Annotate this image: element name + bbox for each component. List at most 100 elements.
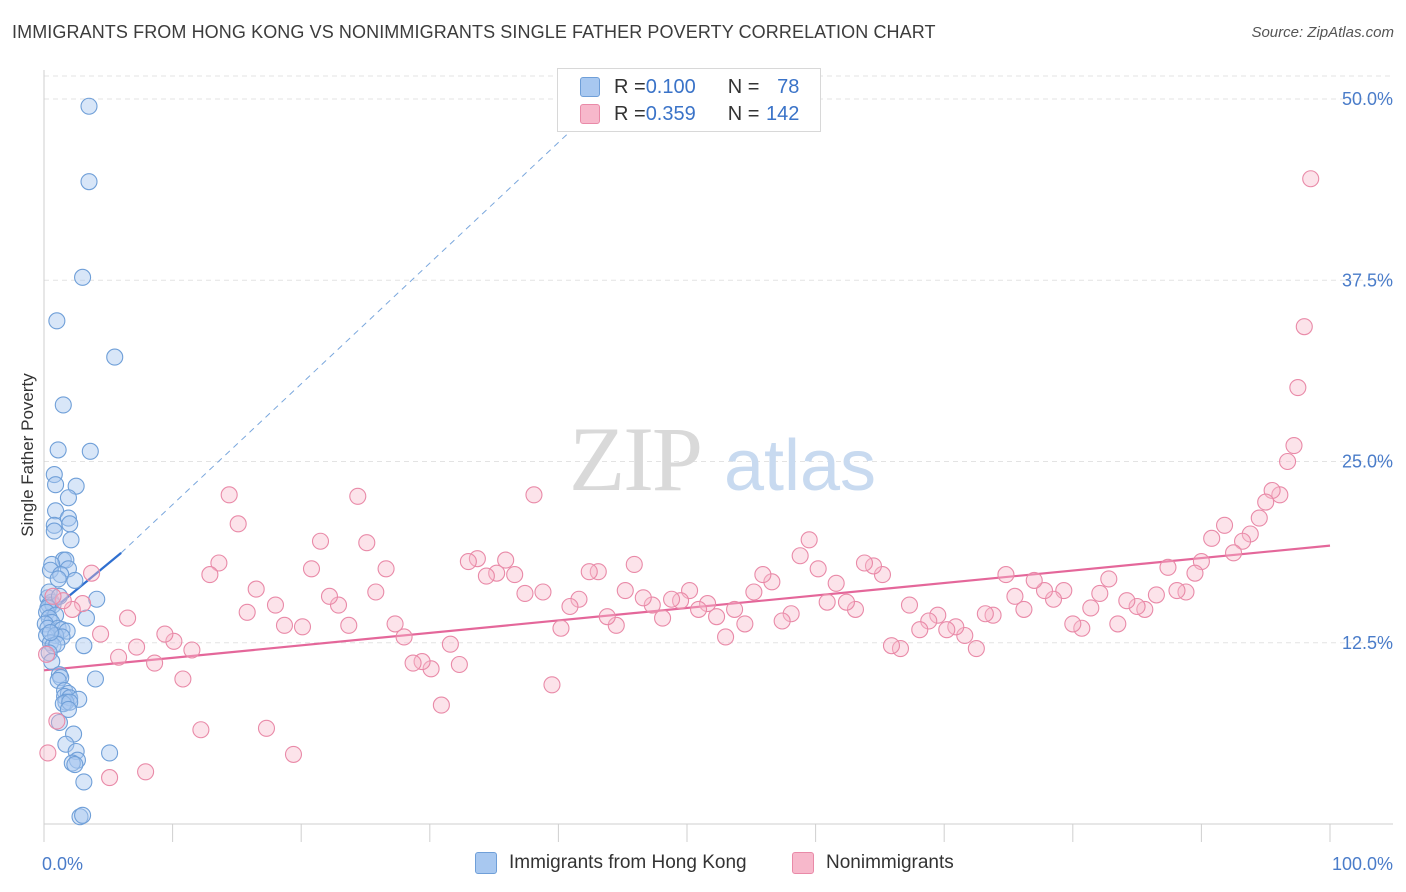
data-point: [183, 641, 201, 659]
data-point: [80, 97, 98, 115]
data-point: [516, 584, 534, 603]
data-point: [61, 515, 79, 533]
data-point: [137, 763, 155, 781]
data-point: [441, 635, 459, 653]
data-point: [50, 666, 68, 684]
data-point: [873, 566, 892, 584]
data-point: [589, 563, 607, 581]
data-point: [543, 676, 561, 694]
data-point: [570, 590, 588, 608]
data-point: [395, 628, 413, 646]
data-point: [110, 648, 128, 666]
data-point: [88, 590, 106, 608]
data-point: [488, 564, 506, 582]
chart-title: IMMIGRANTS FROM HONG KONG VS NONIMMIGRAN…: [12, 22, 936, 42]
source-label: Source: ZipAtlas.com: [1251, 24, 1394, 41]
data-point: [920, 612, 938, 630]
legend-label: Immigrants from Hong Kong: [509, 852, 747, 873]
data-point: [1177, 583, 1195, 601]
data-point: [59, 489, 77, 507]
grid-lines: [44, 75, 1393, 644]
x-tick-label: 0.0%: [42, 854, 83, 874]
data-point: [302, 560, 321, 578]
legend-row-hong-kong: R = 0.100 N = 78: [580, 75, 799, 99]
data-point: [247, 580, 265, 598]
data-point: [625, 555, 643, 574]
data-point: [754, 566, 772, 584]
data-point: [38, 645, 56, 663]
data-point: [404, 654, 422, 672]
data-point: [62, 531, 80, 549]
data-point: [320, 587, 339, 605]
data-point: [367, 583, 385, 601]
data-point: [1025, 571, 1043, 589]
data-point: [45, 522, 63, 540]
data-point: [156, 625, 174, 643]
data-point: [534, 583, 552, 601]
legend-item-hong-kong: Immigrants from Hong Kong: [475, 852, 747, 874]
data-point: [1279, 452, 1297, 471]
data-point: [192, 721, 210, 739]
data-point: [220, 486, 238, 504]
data-point: [1257, 493, 1275, 511]
data-point: [201, 566, 219, 584]
series-nonimmigrants: [38, 170, 1320, 787]
legend-row-nonimmigrants: R = 0.359 N = 142: [580, 102, 799, 126]
data-point: [800, 531, 818, 549]
data-point: [311, 532, 330, 550]
data-point: [827, 574, 845, 592]
data-point: [1035, 581, 1054, 600]
y-tick-label: 37.5%: [1342, 270, 1393, 290]
n-label: N =: [727, 102, 760, 125]
data-point: [48, 712, 66, 730]
data-point: [997, 566, 1015, 584]
axes: [43, 70, 1393, 842]
watermark: ZIP atlas: [569, 408, 876, 510]
data-point: [477, 567, 495, 585]
y-tick-label: 12.5%: [1342, 633, 1393, 653]
data-point: [61, 693, 79, 711]
data-point: [59, 700, 77, 719]
data-point: [976, 605, 994, 623]
data-point: [929, 606, 947, 624]
data-point: [1064, 615, 1082, 633]
watermark-atlas: atlas: [724, 426, 876, 506]
correlation-legend: R = 0.100 N = 78 R = 0.359 N = 142: [557, 68, 821, 132]
data-point: [86, 670, 104, 688]
legend-swatch-blue: [580, 77, 600, 97]
data-point: [773, 612, 791, 630]
data-point: [717, 628, 735, 646]
data-point: [358, 534, 376, 552]
data-point: [119, 609, 137, 627]
data-point: [1015, 600, 1033, 618]
n-value: 78: [777, 75, 800, 98]
data-point: [74, 268, 92, 286]
data-point: [525, 486, 543, 504]
data-point: [690, 600, 708, 618]
data-point: [882, 637, 901, 655]
legend-swatch-pink: [580, 104, 600, 124]
data-point: [49, 671, 67, 690]
data-point: [561, 597, 579, 616]
trend-line-extension: [120, 105, 598, 554]
tick-labels: 12.5% 25.0% 37.5% 50.0% 0.0% 100.0%: [42, 89, 1393, 874]
data-point: [818, 593, 836, 611]
data-point: [672, 592, 690, 610]
r-label: R =: [614, 102, 646, 125]
data-point: [459, 552, 477, 571]
data-point: [634, 589, 652, 607]
data-point: [1159, 558, 1177, 576]
x-tick-label: 100.0%: [1332, 854, 1393, 874]
data-point: [49, 570, 67, 588]
watermark-zip: ZIP: [569, 408, 701, 510]
data-point: [643, 596, 661, 614]
data-point: [1100, 570, 1118, 588]
data-point: [77, 609, 95, 627]
data-point: [48, 312, 66, 330]
data-point: [782, 605, 800, 623]
data-point: [210, 554, 228, 572]
data-point: [54, 592, 72, 610]
n-value: 142: [766, 102, 800, 125]
data-points: [36, 97, 1320, 826]
data-point: [809, 560, 827, 578]
